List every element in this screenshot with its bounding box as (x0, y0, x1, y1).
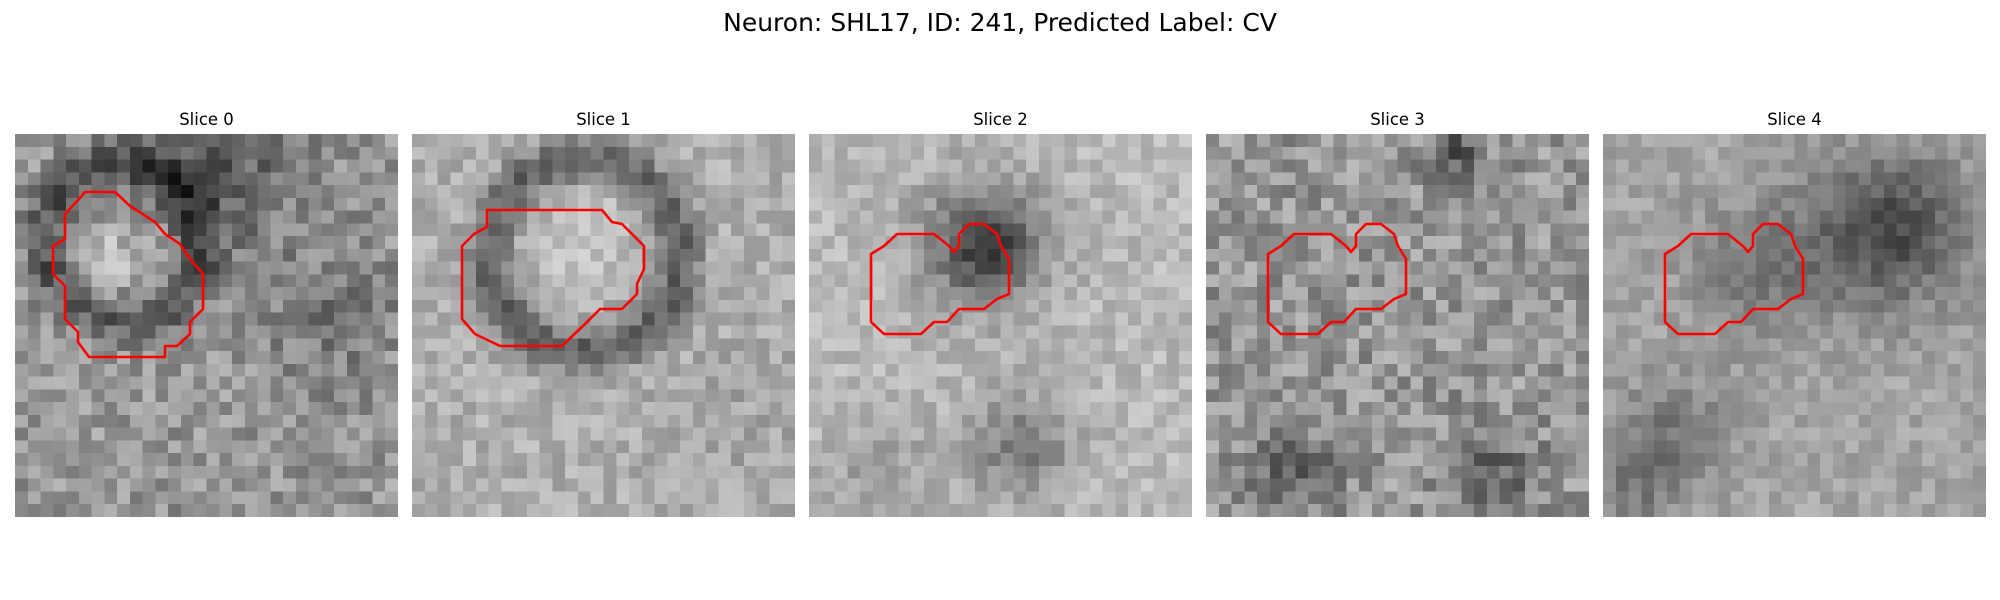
slice-image-4 (1603, 134, 1986, 517)
slice-panel-0: Slice 0 (15, 106, 398, 517)
slice-0-roi (51, 190, 205, 359)
slice-panel-1: Slice 1 (412, 106, 795, 517)
roi-outline-1 (460, 208, 646, 348)
slice-title-4: Slice 4 (1767, 110, 1822, 129)
slice-title-3: Slice 3 (1370, 110, 1425, 129)
slice-panel-2: Slice 2 (809, 106, 1192, 517)
slice-2-grayscale-canvas (809, 134, 1192, 517)
slice-title-0: Slice 0 (179, 110, 234, 129)
slice-3-grayscale-canvas (1206, 134, 1589, 517)
slice-2-roi (869, 222, 1011, 336)
slice-4-grayscale-canvas (1603, 134, 1986, 517)
slice-image-2 (809, 134, 1192, 517)
roi-outline-0 (51, 190, 205, 359)
slice-1-roi (460, 208, 646, 348)
slice-image-3 (1206, 134, 1589, 517)
roi-outline-2 (869, 222, 1011, 336)
slice-panel-3: Slice 3 (1206, 106, 1589, 517)
slice-1-grayscale-canvas (412, 134, 795, 517)
roi-outline-3 (1266, 222, 1408, 336)
slice-image-0 (15, 134, 398, 517)
slice-panel-4: Slice 4 (1603, 106, 1986, 517)
slice-title-2: Slice 2 (973, 110, 1028, 129)
roi-outline-4 (1663, 222, 1805, 336)
slice-3-roi (1266, 222, 1408, 336)
figure-title: Neuron: SHL17, ID: 241, Predicted Label:… (723, 8, 1277, 37)
slice-4-roi (1663, 222, 1805, 336)
slice-title-1: Slice 1 (576, 110, 631, 129)
slice-image-1 (412, 134, 795, 517)
